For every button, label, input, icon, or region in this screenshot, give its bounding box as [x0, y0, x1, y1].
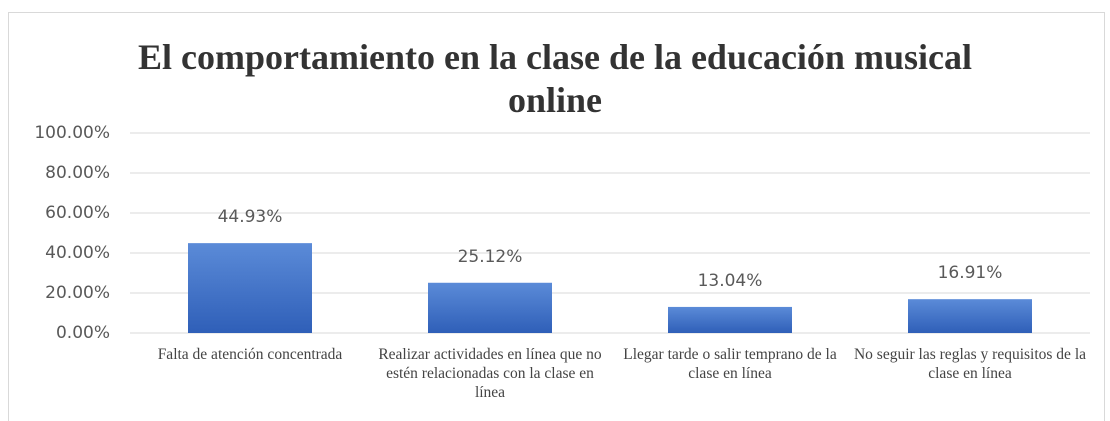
value-label: 16.91%	[938, 263, 1003, 283]
y-tick-label: 100.00%	[34, 123, 110, 143]
chart-border	[8, 12, 1105, 421]
value-label: 44.93%	[218, 207, 283, 227]
value-label: 25.12%	[458, 247, 523, 267]
y-tick-label: 60.00%	[45, 203, 110, 223]
y-tick-label: 0.00%	[56, 323, 110, 343]
bar	[908, 299, 1032, 333]
chart-title: El comportamiento en la clase de la educ…	[138, 37, 972, 120]
value-label: 13.04%	[698, 271, 763, 291]
y-tick-label: 80.00%	[45, 163, 110, 183]
y-tick-label: 40.00%	[45, 243, 110, 263]
bar	[188, 243, 312, 333]
bar	[668, 306, 792, 333]
x-tick-label: Llegar tarde o salir temprano de la clas…	[623, 346, 837, 382]
x-tick-label: No seguir las reglas y requisitos de la …	[853, 346, 1086, 382]
y-tick-label: 20.00%	[45, 283, 110, 303]
x-tick-label: Falta de atención concentrada	[157, 346, 343, 363]
x-tick-label: Realizar actividades en línea que no est…	[378, 346, 602, 401]
bar	[428, 282, 552, 333]
